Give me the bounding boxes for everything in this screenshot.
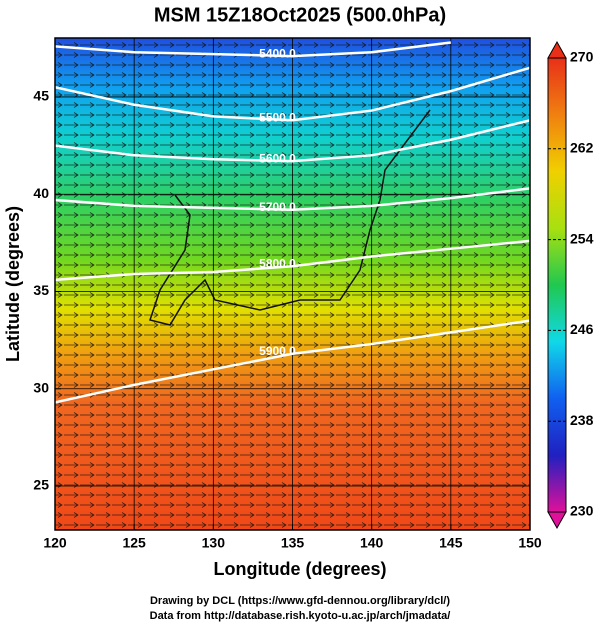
y-tick-label: 30 [33, 379, 49, 395]
y-axis-label: Latitude (degrees) [3, 206, 23, 362]
contour-label: 5500.0 [259, 110, 296, 124]
colorbar-tick-label: 246 [570, 321, 594, 337]
title: MSM 15Z18Oct2025 (500.0hPa) [154, 4, 446, 26]
contour-label: 5700.0 [259, 200, 296, 214]
colorbar-tick-label: 238 [570, 412, 594, 428]
colorbar-tick-label: 270 [570, 49, 594, 65]
colorbar-tick-label: 254 [570, 230, 594, 246]
y-tick-label: 35 [33, 282, 49, 298]
colorbar-bottom-triangle [547, 511, 567, 530]
x-tick-label: 135 [281, 535, 305, 551]
x-axis-label: Longitude (degrees) [213, 559, 386, 579]
plot-area: 5400.0 5500.0 5600.0 5700.0 5800.0 5900.0 [55, 38, 530, 530]
x-tick-label: 130 [202, 535, 226, 551]
contour-label: 5600.0 [259, 151, 296, 165]
contour-line [55, 41, 451, 58]
footer-line: Data from http://database.rish.kyoto-u.a… [150, 610, 451, 622]
coastline [149, 109, 431, 326]
y-tick-label: 40 [33, 185, 49, 201]
colorbar-tick-label: 230 [570, 503, 594, 519]
colorbar-tick-label: 262 [570, 140, 594, 156]
x-tick-label: 120 [43, 535, 67, 551]
contour-line [55, 119, 530, 163]
footer-line: Drawing by DCL (https://www.gfd-dennou.o… [150, 595, 450, 607]
y-tick-label: 45 [33, 88, 49, 104]
contour-label: 5400.0 [259, 46, 296, 60]
x-tick-label: 145 [439, 535, 463, 551]
contour-label: 5900.0 [259, 344, 296, 358]
x-tick-label: 150 [518, 535, 542, 551]
contour-line [55, 319, 530, 404]
contour-line [55, 187, 530, 212]
contour-line [55, 66, 530, 122]
contour-label: 5800.0 [259, 256, 296, 270]
colorbar [547, 57, 567, 513]
y-tick-label: 25 [33, 477, 49, 493]
x-tick-label: 125 [122, 535, 146, 551]
colorbar-top-triangle [547, 40, 567, 59]
contour-line [55, 239, 530, 282]
x-tick-label: 140 [360, 535, 384, 551]
